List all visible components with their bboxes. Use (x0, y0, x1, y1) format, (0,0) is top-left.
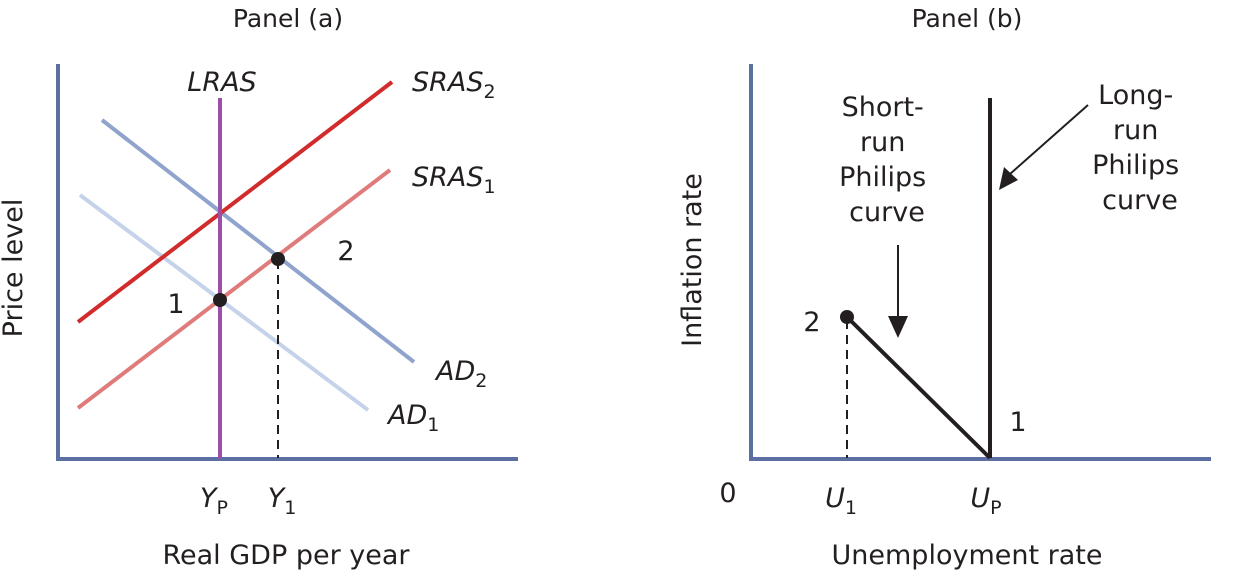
u1-tick-sub: 1 (845, 497, 857, 519)
short-run-line-1: Short- (842, 92, 924, 123)
panel-b-x-label: Unemployment rate (832, 540, 1103, 571)
yp-tick-main: Y (200, 483, 219, 514)
point-1-label: 1 (167, 289, 184, 320)
y1-tick-sub: 1 (284, 497, 296, 519)
up-tick-label: UP (970, 483, 1001, 519)
sras1-label: SRAS1 (412, 162, 496, 198)
short-run-phillips-curve (845, 315, 992, 460)
yp-tick-sub: P (217, 497, 228, 519)
long-run-arrow-shaft (1009, 104, 1089, 175)
panel-a-y-label: Price level (0, 199, 29, 338)
origin-label: 0 (719, 478, 736, 509)
point-1-marker (213, 293, 227, 307)
u1-tick-main: U (825, 483, 845, 514)
panel-a-title: Panel (a) (233, 4, 343, 33)
ad1-label-main: AD (386, 400, 427, 431)
short-run-line-4: curve (849, 197, 925, 228)
yp-tick-label: YP (200, 483, 228, 519)
short-run-line-3: Philips (839, 162, 926, 193)
long-run-arrow-head (999, 167, 1018, 190)
sras1-label-main: SRAS (412, 162, 484, 193)
ad1-label: AD1 (386, 400, 439, 436)
panel-a-x-label: Real GDP per year (162, 540, 410, 571)
sras2-label: SRAS2 (412, 67, 496, 103)
long-run-line-4: curve (1102, 185, 1178, 216)
ad2-curve (100, 118, 416, 364)
sras1-label-sub: 1 (484, 176, 496, 198)
sras1-curve (76, 168, 392, 410)
point-2-label-b: 2 (803, 307, 820, 338)
point-2-label: 2 (337, 236, 354, 267)
panel-b-plot-area (751, 64, 1211, 459)
point-2-marker-b (840, 310, 854, 324)
point-1-label-b: 1 (1009, 407, 1026, 438)
long-run-line-3: Philips (1092, 150, 1179, 181)
up-tick-main: U (970, 483, 990, 514)
y1-tick-label: Y1 (268, 483, 297, 519)
ad2-label-sub: 2 (475, 370, 487, 392)
sras2-label-sub: 2 (484, 81, 496, 103)
ad2-label: AD2 (434, 356, 487, 392)
panel-a: Panel (a) 1 2 LRAS SRAS2 SRAS1 AD2 AD1 Y… (0, 4, 518, 571)
short-run-annotation: Short- run Philips curve (839, 92, 935, 228)
ad1-label-sub: 1 (427, 414, 439, 436)
long-run-line-1: Long- (1098, 80, 1173, 111)
long-run-annotation: Long- run Philips curve (1092, 80, 1188, 216)
panel-a-plot-area (58, 64, 518, 459)
panel-b: Panel (b) 2 1 Short- run Philips curve L… (677, 4, 1211, 571)
long-run-line-2: run (1113, 115, 1158, 146)
ad2-label-main: AD (434, 356, 475, 387)
short-run-arrow-head (888, 316, 908, 338)
y1-tick-main: Y (268, 483, 287, 514)
up-tick-sub: P (990, 497, 1001, 519)
sras2-curve (76, 80, 394, 324)
sras2-label-main: SRAS (412, 67, 484, 98)
panel-b-title: Panel (b) (912, 4, 1023, 33)
panel-b-y-label: Inflation rate (677, 173, 708, 347)
u1-tick-label: U1 (825, 483, 857, 519)
short-run-line-2: run (860, 127, 905, 158)
lras-label: LRAS (187, 67, 256, 98)
point-2-marker (271, 252, 285, 266)
